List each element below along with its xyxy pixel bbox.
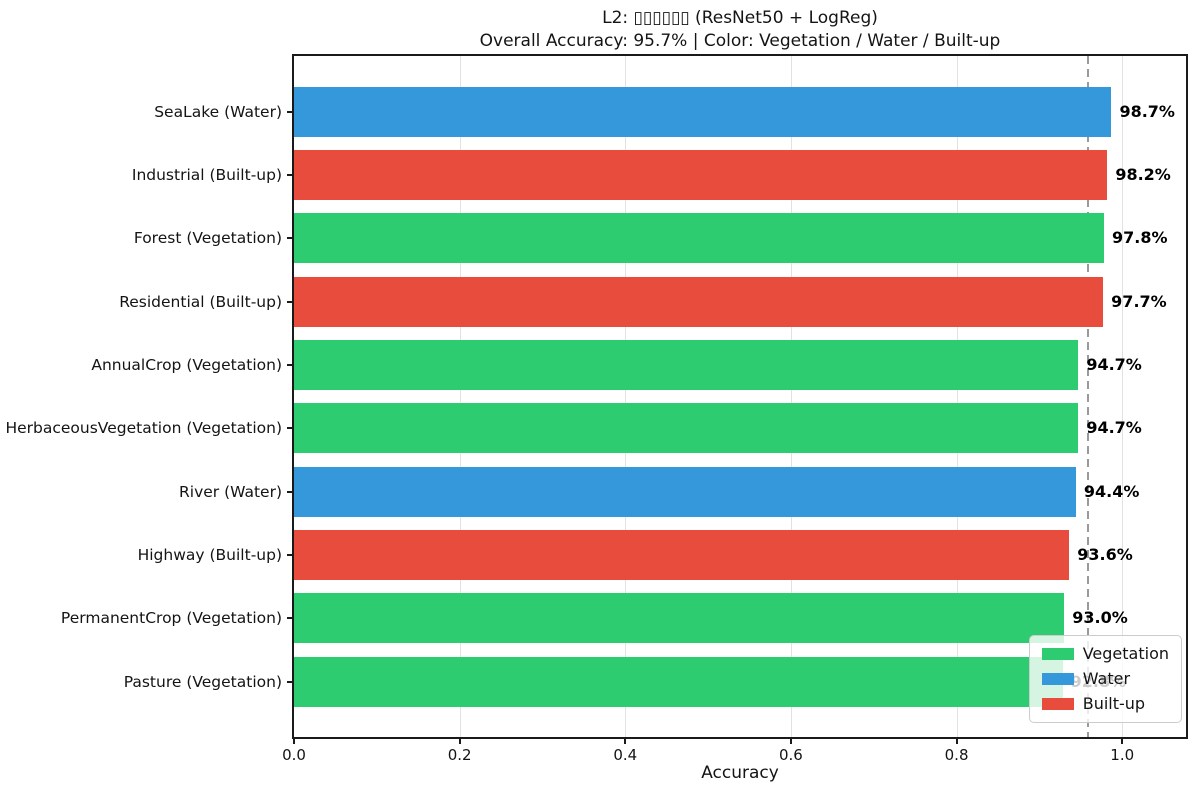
bar bbox=[294, 466, 1076, 517]
bar-value-label: 98.2% bbox=[1115, 164, 1171, 184]
ytick-label: Industrial (Built-up) bbox=[131, 165, 282, 184]
legend-label: Built-up bbox=[1082, 694, 1146, 713]
bar-value-label: 98.7% bbox=[1119, 101, 1175, 121]
gridline bbox=[1122, 56, 1124, 737]
xtick-mark bbox=[955, 739, 958, 744]
xtick-mark bbox=[789, 739, 792, 744]
x-axis-label: Accuracy bbox=[701, 763, 779, 783]
bar bbox=[294, 213, 1104, 264]
ytick-mark bbox=[287, 110, 292, 113]
bar bbox=[294, 276, 1104, 327]
bar bbox=[294, 403, 1079, 454]
chart-title: L2: ▯▯▯▯▯▯ (ResNet50 + LogReg) Overall A… bbox=[294, 7, 1186, 53]
ytick-mark bbox=[287, 680, 292, 683]
bar-value-label: 93.0% bbox=[1072, 608, 1128, 628]
legend-swatch-vegetation-icon bbox=[1041, 648, 1074, 660]
gridline bbox=[459, 56, 461, 737]
bar bbox=[294, 339, 1079, 390]
bar bbox=[294, 529, 1070, 580]
ytick-label: AnnualCrop (Vegetation) bbox=[91, 355, 282, 374]
legend-swatch-built-up-icon bbox=[1041, 698, 1074, 710]
overall-accuracy-reference-line bbox=[1086, 56, 1089, 737]
ytick-label: Highway (Built-up) bbox=[137, 545, 282, 564]
xtick-label: 0.6 bbox=[778, 746, 803, 764]
gridline bbox=[956, 56, 958, 737]
ytick-label: Residential (Built-up) bbox=[119, 292, 282, 311]
bar-value-label: 97.7% bbox=[1111, 291, 1167, 311]
ytick-label: Pasture (Vegetation) bbox=[123, 672, 282, 691]
legend: Vegetation Water Built-up bbox=[1028, 635, 1182, 723]
ytick-mark bbox=[287, 237, 292, 240]
ytick-label: River (Water) bbox=[179, 482, 282, 501]
legend-swatch-water-icon bbox=[1041, 673, 1074, 685]
xtick-mark bbox=[1121, 739, 1124, 744]
legend-item: Built-up bbox=[1041, 694, 1169, 713]
ytick-mark bbox=[287, 553, 292, 556]
bar bbox=[294, 86, 1112, 137]
bar-value-label: 94.7% bbox=[1086, 418, 1142, 438]
bar-value-label: 97.8% bbox=[1112, 228, 1168, 248]
legend-label: Water bbox=[1082, 669, 1131, 688]
bar bbox=[294, 149, 1108, 200]
ytick-mark bbox=[287, 363, 292, 366]
chart-title-line1: L2: ▯▯▯▯▯▯ (ResNet50 + LogReg) bbox=[602, 8, 878, 28]
y-axis-labels: SeaLake (Water) Industrial (Built-up) Fore… bbox=[0, 56, 294, 737]
xtick-label: 0.4 bbox=[613, 746, 638, 764]
legend-item: Water bbox=[1041, 669, 1169, 688]
xtick-label: 0.2 bbox=[447, 746, 472, 764]
plot-area: 98.7% 98.2% 97.8% 97.7% 94.7% 94.7% 94.4% 93.6%… bbox=[294, 56, 1186, 737]
bar bbox=[294, 656, 1063, 707]
ytick-mark bbox=[287, 300, 292, 303]
xtick-label: 0.0 bbox=[282, 746, 306, 764]
gridline bbox=[790, 56, 792, 737]
ytick-mark bbox=[287, 490, 292, 493]
gridline bbox=[625, 56, 627, 737]
legend-item: Vegetation bbox=[1041, 644, 1169, 663]
ytick-label: SeaLake (Water) bbox=[154, 102, 282, 121]
xtick-label: 1.0 bbox=[1110, 746, 1135, 764]
chart-title-line2: Overall Accuracy: 95.7% | Color: Vegetat… bbox=[479, 31, 1001, 51]
ytick-label: HerbaceousVegetation (Vegetation) bbox=[5, 419, 282, 438]
ytick-label: PermanentCrop (Vegetation) bbox=[60, 609, 282, 628]
ytick-mark bbox=[287, 173, 292, 176]
bar-value-label: 93.6% bbox=[1077, 544, 1133, 564]
bar-value-label: 94.7% bbox=[1086, 354, 1142, 374]
xtick-mark bbox=[293, 739, 295, 744]
ytick-mark bbox=[287, 427, 292, 430]
xtick-mark bbox=[624, 739, 627, 744]
x-axis-ticks: 0.0 0.2 0.4 0.6 0.8 1.0 bbox=[282, 737, 1186, 777]
xtick-label: 0.8 bbox=[944, 746, 969, 764]
ytick-label: Forest (Vegetation) bbox=[133, 229, 282, 248]
bar bbox=[294, 593, 1065, 644]
xtick-mark bbox=[458, 739, 461, 744]
ytick-mark bbox=[287, 617, 292, 620]
bar-value-label: 94.4% bbox=[1083, 481, 1140, 501]
legend-label: Vegetation bbox=[1082, 644, 1169, 663]
